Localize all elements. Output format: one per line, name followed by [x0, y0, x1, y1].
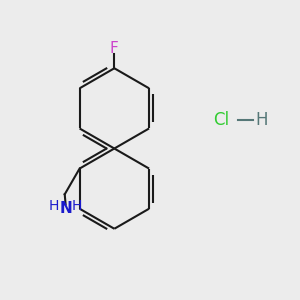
Text: F: F — [110, 41, 119, 56]
Text: H: H — [255, 111, 268, 129]
Text: Cl: Cl — [213, 111, 230, 129]
Text: H: H — [71, 199, 82, 213]
Text: N: N — [59, 201, 72, 216]
Text: H: H — [49, 199, 59, 213]
